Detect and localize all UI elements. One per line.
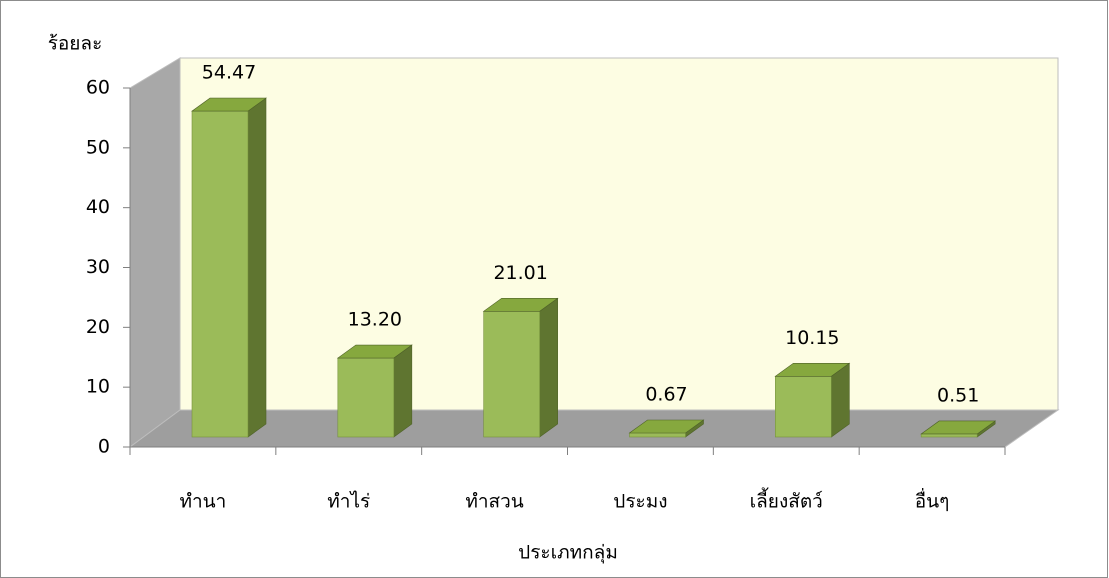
bar-top	[920, 420, 997, 435]
x-tick-label: ทำไร่	[327, 491, 370, 513]
bar	[483, 310, 540, 438]
bar-top	[482, 297, 559, 312]
value-label: 54.47	[202, 62, 256, 84]
x-tick-label: อื่นๆ	[915, 488, 950, 513]
x-tick-label: เลี้ยงสัตว์	[750, 488, 823, 513]
bar-side	[247, 97, 267, 438]
bar-side	[539, 297, 558, 438]
bar	[775, 375, 832, 438]
y-tick-label: 60	[86, 77, 110, 99]
side-wall	[129, 57, 181, 448]
x-tick-label: ทำสวน	[465, 491, 523, 513]
bar-side	[393, 344, 413, 438]
bar	[191, 110, 249, 438]
bar	[920, 433, 978, 438]
value-label: 0.67	[645, 383, 687, 405]
bar	[337, 357, 395, 438]
bar	[629, 432, 686, 438]
bar-top	[336, 344, 413, 359]
y-tick-label: 0	[98, 436, 110, 458]
value-label: 10.15	[785, 327, 839, 349]
x-tick-label: ทำนา	[179, 491, 226, 513]
x-axis-title: ประเภทกลุ่ม	[518, 542, 618, 565]
y-tick-label: 40	[86, 196, 110, 218]
bar-top	[628, 419, 705, 434]
y-tick-label: 30	[86, 256, 110, 278]
bar-top	[191, 97, 267, 112]
y-tick-label: 20	[86, 316, 110, 338]
value-label: 13.20	[348, 309, 402, 331]
bar-top	[774, 362, 851, 377]
y-tick-label: 50	[86, 136, 110, 158]
x-tick-label: ประมง	[613, 491, 667, 513]
y-axis-title: ร้อยละ	[48, 33, 103, 55]
value-label: 0.51	[937, 384, 979, 406]
back-wall	[179, 57, 1059, 411]
y-tick-label: 10	[86, 376, 110, 398]
value-label: 21.01	[493, 262, 547, 284]
floor	[128, 409, 1060, 448]
